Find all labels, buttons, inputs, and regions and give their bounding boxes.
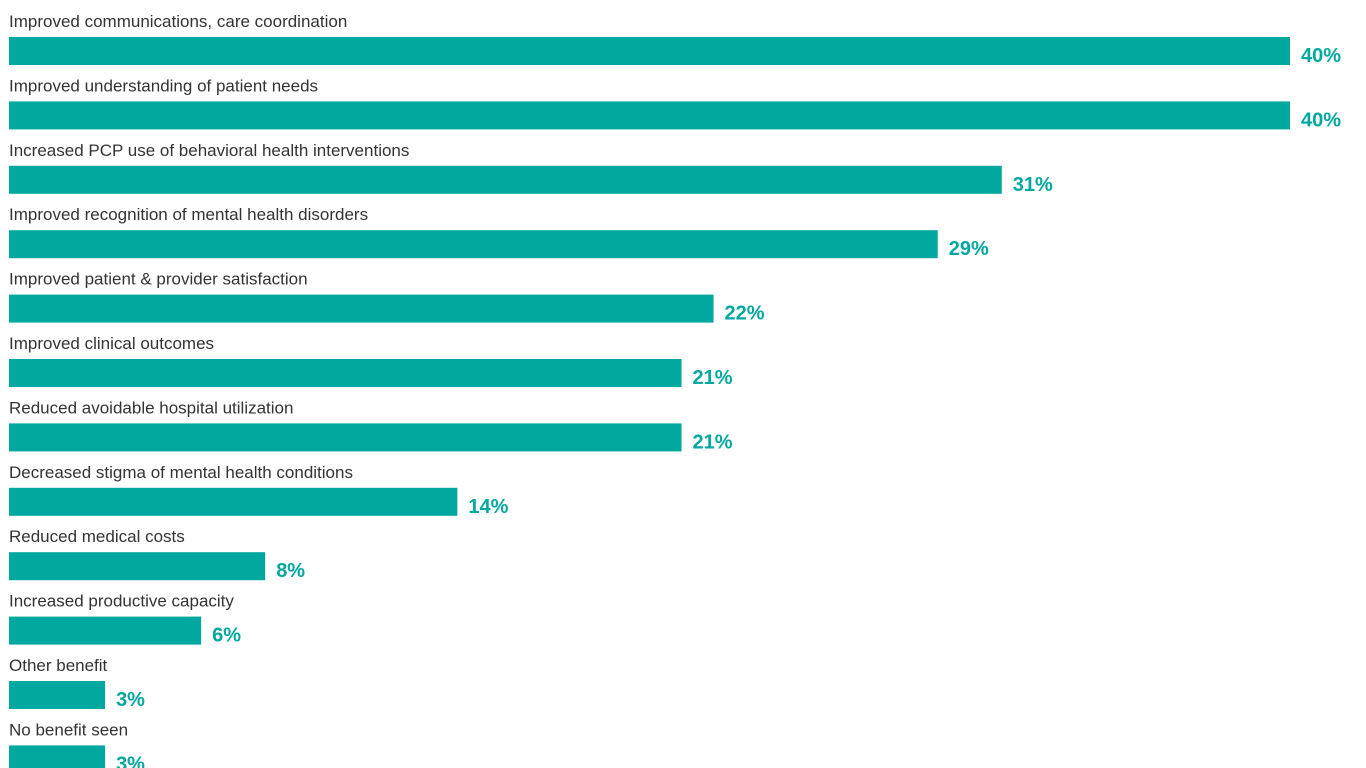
value-label: 31% [1013,174,1053,196]
bar [9,294,714,323]
value-label: 29% [949,238,989,260]
category-label: Reduced medical costs [9,527,185,546]
value-label: 40% [1301,109,1341,131]
category-label: Increased PCP use of behavioral health i… [9,141,409,160]
bar [9,552,266,581]
value-label: 21% [693,431,733,453]
category-label: Other benefit [9,656,108,675]
bar [9,616,202,645]
category-label: No benefit seen [9,720,128,739]
bar [9,37,1290,65]
bar [9,230,938,259]
bar [9,423,682,452]
category-label: Decreased stigma of mental health condit… [9,463,353,482]
value-label: 14% [468,496,508,518]
category-label: Improved patient & provider satisfaction [9,270,308,289]
category-label: Reduced avoidable hospital utilization [9,398,293,417]
bar [9,165,1002,194]
bar [9,101,1290,130]
value-label: 22% [725,303,765,325]
value-label: 21% [693,367,733,389]
value-label: 3% [116,753,145,768]
bar [9,359,682,387]
value-label: 3% [116,689,145,711]
value-label: 40% [1301,45,1341,67]
category-label: Improved clinical outcomes [9,334,214,353]
bar [9,487,458,516]
category-label: Improved recognition of mental health di… [9,205,368,224]
bar [9,681,106,709]
category-label: Improved understanding of patient needs [9,76,318,95]
bar [9,745,106,768]
value-label: 6% [212,625,241,647]
category-label: Improved communications, care coordinati… [9,12,347,31]
value-label: 8% [276,560,305,582]
category-label: Increased productive capacity [9,592,234,611]
